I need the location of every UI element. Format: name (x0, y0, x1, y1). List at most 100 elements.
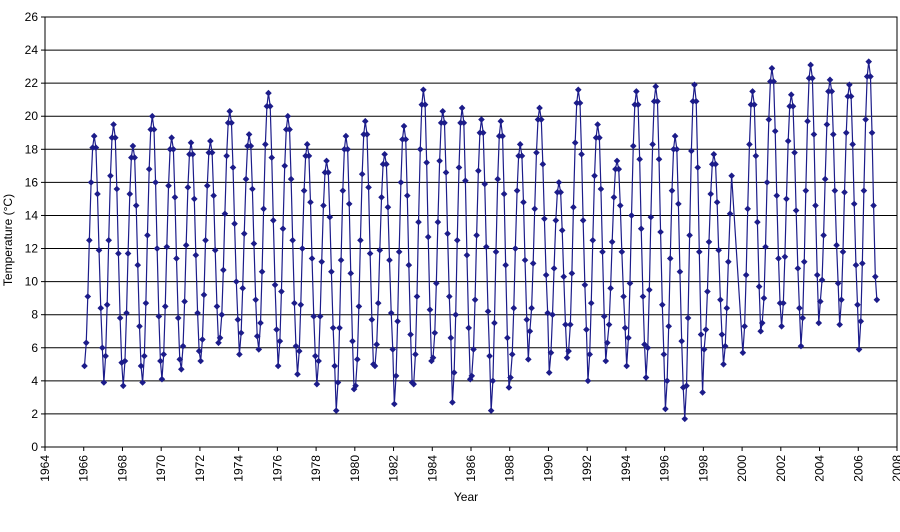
data-marker (821, 175, 829, 183)
data-marker (833, 241, 840, 249)
data-marker (142, 299, 150, 307)
data-marker (802, 187, 810, 194)
data-marker (124, 250, 132, 257)
data-marker (807, 61, 814, 69)
data-marker (610, 193, 618, 201)
data-marker (208, 149, 216, 156)
data-marker (502, 261, 509, 269)
data-marker (320, 202, 327, 209)
x-tick-label: 1972 (193, 455, 207, 482)
data-marker (313, 380, 321, 388)
data-marker (184, 184, 192, 191)
data-marker (705, 238, 713, 246)
data-marker (153, 245, 161, 252)
y-tick-label: 8 (31, 308, 38, 322)
data-marker (203, 182, 211, 189)
data-marker (334, 379, 342, 386)
data-marker (865, 58, 873, 65)
data-marker (195, 347, 203, 355)
data-marker (300, 187, 308, 194)
data-marker (839, 248, 847, 256)
data-marker (491, 319, 498, 327)
data-marker (470, 346, 477, 353)
data-marker (607, 284, 614, 292)
data-marker (363, 131, 371, 138)
data-marker (426, 306, 434, 314)
data-marker (668, 187, 676, 194)
data-marker (303, 141, 311, 148)
data-marker (323, 157, 330, 165)
data-marker (486, 352, 493, 360)
data-marker (695, 248, 703, 256)
data-marker (791, 149, 798, 156)
data-marker (132, 202, 140, 209)
x-tick-label: 1990 (541, 455, 555, 482)
y-tick-label: 20 (25, 109, 39, 123)
data-marker (621, 324, 629, 332)
data-marker (749, 88, 756, 95)
data-marker (111, 134, 119, 142)
data-marker (852, 261, 860, 269)
data-marker (699, 389, 706, 396)
data-marker (471, 296, 479, 304)
data-marker (867, 73, 874, 80)
data-marker (704, 288, 711, 295)
data-marker (347, 270, 355, 277)
data-marker (413, 293, 421, 300)
x-tick-label: 1978 (309, 455, 323, 482)
data-marker (237, 329, 245, 337)
data-marker (378, 193, 385, 201)
data-marker (292, 342, 300, 350)
data-marker (578, 150, 585, 158)
data-marker (295, 347, 303, 355)
data-marker (581, 281, 589, 289)
data-marker (121, 357, 129, 365)
data-marker (728, 172, 735, 180)
data-marker (842, 129, 850, 137)
data-marker (481, 180, 489, 188)
data-marker (762, 243, 769, 251)
data-marker (468, 372, 476, 380)
data-marker (718, 331, 726, 338)
data-marker (250, 240, 258, 247)
data-marker (504, 334, 511, 342)
data-marker (462, 177, 469, 185)
data-marker (189, 150, 197, 158)
data-marker (720, 361, 727, 368)
data-marker (533, 149, 540, 156)
data-marker (165, 182, 172, 189)
data-marker (713, 198, 721, 206)
data-marker (567, 321, 574, 328)
data-marker (332, 407, 340, 414)
data-marker (412, 351, 419, 358)
data-marker (373, 341, 380, 348)
data-marker (683, 382, 690, 390)
data-marker (557, 189, 564, 196)
data-marker (199, 336, 206, 343)
data-marker (676, 268, 684, 275)
data-marker (655, 155, 663, 163)
data-marker (144, 232, 151, 239)
data-marker (126, 190, 134, 198)
data-marker (265, 89, 272, 97)
data-marker (99, 344, 106, 352)
data-marker (273, 326, 280, 333)
data-marker (662, 405, 669, 413)
data-marker (552, 217, 560, 224)
x-tick-label: 1970 (154, 455, 168, 482)
data-marker (158, 375, 166, 383)
data-marker (223, 152, 230, 160)
data-marker (365, 184, 372, 191)
data-marker (274, 362, 282, 370)
data-marker (768, 64, 776, 72)
data-marker (170, 146, 177, 153)
data-marker (473, 232, 480, 239)
data-marker (450, 369, 458, 376)
data-marker (484, 308, 492, 315)
data-marker (823, 121, 831, 128)
data-marker (233, 278, 240, 285)
data-marker (634, 101, 642, 108)
data-marker (384, 203, 392, 211)
data-marker (755, 283, 763, 290)
